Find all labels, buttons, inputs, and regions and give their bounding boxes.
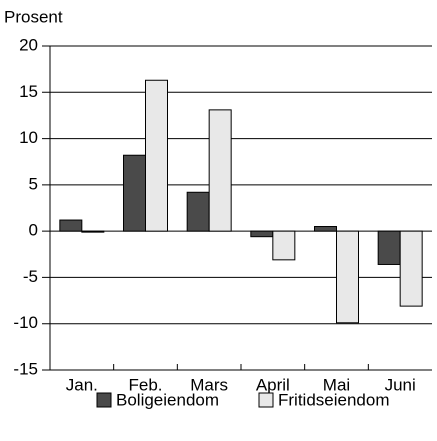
x-tick-label: April bbox=[256, 375, 290, 394]
bar bbox=[314, 226, 337, 232]
y-tick-label: -10 bbox=[13, 313, 38, 332]
x-tick-label: Feb. bbox=[128, 375, 162, 394]
bar bbox=[272, 230, 296, 261]
bar bbox=[208, 109, 232, 232]
bar bbox=[377, 230, 401, 265]
y-tick-label: 0 bbox=[29, 221, 38, 240]
legend-swatch bbox=[96, 392, 112, 408]
y-tick-label: 10 bbox=[19, 128, 38, 147]
y-tick-label: 5 bbox=[29, 174, 38, 193]
bar bbox=[81, 230, 105, 233]
bar bbox=[59, 219, 83, 232]
bar bbox=[399, 230, 423, 307]
y-tick-label: 15 bbox=[19, 82, 38, 101]
y-tick-label: -15 bbox=[13, 359, 38, 378]
bar bbox=[250, 230, 274, 238]
x-tick-label: Mars bbox=[190, 375, 228, 394]
legend-label: Fritidseiendom bbox=[278, 390, 390, 409]
bar bbox=[145, 79, 168, 232]
y-tick-label: 20 bbox=[19, 35, 38, 54]
legend-swatch bbox=[258, 392, 274, 408]
x-tick-label: Mai bbox=[323, 375, 350, 394]
x-tick-label: Juni bbox=[385, 375, 416, 394]
bar bbox=[336, 230, 359, 324]
y-tick-label: -5 bbox=[23, 267, 38, 286]
bar bbox=[123, 154, 146, 232]
x-tick-label: Jan. bbox=[66, 375, 98, 394]
y-axis-label: Prosent bbox=[4, 7, 63, 26]
legend-label: Boligeiendom bbox=[116, 390, 219, 409]
bar bbox=[186, 191, 210, 232]
